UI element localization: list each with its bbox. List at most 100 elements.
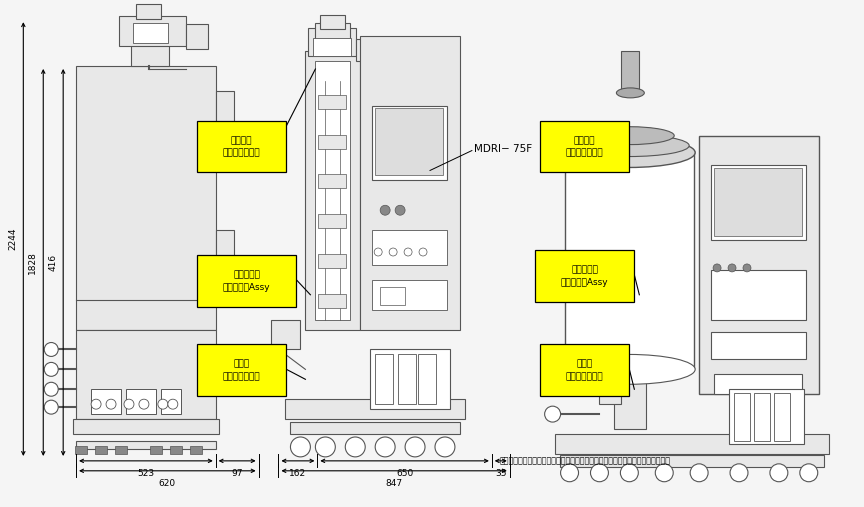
Bar — [150, 446, 162, 454]
Text: 1828: 1828 — [29, 251, 37, 274]
Bar — [372, 106, 447, 180]
Circle shape — [620, 464, 638, 482]
Bar — [370, 349, 450, 409]
Bar — [729, 389, 804, 444]
Bar — [133, 23, 168, 43]
Bar — [115, 446, 127, 454]
Ellipse shape — [563, 137, 696, 167]
Bar — [318, 95, 346, 109]
Bar — [714, 168, 802, 236]
Ellipse shape — [585, 127, 674, 144]
Circle shape — [91, 399, 101, 409]
Bar — [321, 15, 346, 29]
Bar — [560, 455, 823, 467]
Bar — [375, 108, 443, 175]
Circle shape — [590, 464, 608, 482]
Bar — [270, 319, 301, 349]
Bar — [197, 255, 296, 307]
Circle shape — [419, 248, 427, 256]
Circle shape — [44, 382, 58, 396]
Bar — [600, 386, 621, 404]
Bar — [754, 393, 770, 441]
Bar — [197, 344, 287, 396]
Circle shape — [375, 437, 395, 457]
Circle shape — [139, 399, 149, 409]
Ellipse shape — [569, 135, 689, 157]
Bar — [564, 151, 694, 370]
Bar — [136, 5, 161, 19]
Circle shape — [544, 406, 561, 422]
Circle shape — [44, 400, 58, 414]
Circle shape — [404, 248, 412, 256]
Circle shape — [561, 464, 579, 482]
Bar — [190, 446, 201, 454]
Circle shape — [800, 464, 817, 482]
Bar — [170, 446, 181, 454]
Bar — [308, 28, 356, 56]
Ellipse shape — [616, 88, 645, 98]
Bar — [711, 332, 806, 359]
Circle shape — [728, 264, 736, 272]
Circle shape — [106, 399, 116, 409]
Bar — [285, 399, 465, 419]
Bar — [126, 389, 156, 414]
Circle shape — [158, 399, 168, 409]
Bar — [774, 393, 790, 441]
Bar — [76, 66, 216, 330]
Bar — [76, 441, 216, 449]
Circle shape — [44, 363, 58, 376]
Bar — [95, 446, 107, 454]
Bar — [372, 230, 447, 265]
Text: MDRI− 75F: MDRI− 75F — [473, 143, 532, 154]
Text: 本体部
断熱材取り付け: 本体部 断熱材取り付け — [223, 359, 260, 381]
Bar — [375, 354, 393, 404]
Text: オプション
断熱コートAssy: オプション 断熱コートAssy — [561, 265, 608, 286]
Bar — [305, 51, 360, 330]
Bar — [76, 330, 216, 419]
Bar — [540, 121, 629, 172]
Bar — [318, 174, 346, 189]
Text: 本体部
断熱材取り付け: 本体部 断熱材取り付け — [566, 359, 603, 381]
Bar — [380, 287, 405, 305]
Text: ドラム蓋
断熱材取り付け: ドラム蓋 断熱材取り付け — [223, 136, 260, 157]
Bar — [131, 41, 168, 66]
Text: 注１．この図面は構想図のため、実際の作製機械と寸法が違う場合があります。: 注１．この図面は構想図のため、実際の作製機械と寸法が違う場合があります。 — [499, 456, 670, 465]
Bar — [699, 136, 819, 394]
Bar — [314, 38, 352, 56]
Bar — [216, 230, 233, 290]
Ellipse shape — [563, 354, 696, 384]
Bar — [372, 280, 447, 310]
Circle shape — [380, 205, 391, 215]
Bar — [614, 365, 646, 429]
Text: オプション
断熱コートAssy: オプション 断熱コートAssy — [223, 270, 270, 292]
Circle shape — [743, 264, 751, 272]
Bar — [568, 154, 691, 367]
Circle shape — [315, 437, 335, 457]
Circle shape — [770, 464, 788, 482]
Text: 416: 416 — [48, 254, 57, 271]
Bar — [398, 354, 416, 404]
Bar — [711, 270, 806, 319]
Circle shape — [655, 464, 673, 482]
Bar — [315, 61, 350, 319]
Bar — [714, 374, 802, 394]
Bar — [161, 389, 181, 414]
Bar — [711, 165, 806, 240]
Circle shape — [346, 437, 365, 457]
Bar — [186, 24, 207, 49]
Circle shape — [435, 437, 455, 457]
Bar — [91, 389, 121, 414]
Bar — [535, 250, 634, 302]
Circle shape — [690, 464, 708, 482]
Bar — [75, 446, 87, 454]
Circle shape — [405, 437, 425, 457]
Text: 620: 620 — [159, 479, 176, 488]
Bar — [318, 254, 346, 268]
Text: 97: 97 — [232, 469, 243, 478]
Bar — [216, 91, 233, 170]
Circle shape — [713, 264, 721, 272]
Bar — [197, 121, 287, 172]
Circle shape — [168, 399, 178, 409]
Bar — [555, 434, 829, 454]
Bar — [540, 344, 629, 396]
